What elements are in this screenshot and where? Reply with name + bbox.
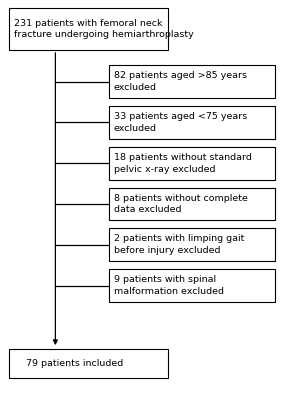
FancyBboxPatch shape	[109, 65, 275, 98]
Text: 18 patients without standard
pelvic x-ray excluded: 18 patients without standard pelvic x-ra…	[114, 153, 251, 174]
Text: 8 patients without complete
data excluded: 8 patients without complete data exclude…	[114, 194, 247, 214]
Text: 33 patients aged <75 years
excluded: 33 patients aged <75 years excluded	[114, 112, 247, 133]
FancyBboxPatch shape	[109, 269, 275, 302]
FancyBboxPatch shape	[9, 8, 168, 50]
Text: 231 patients with femoral neck
fracture undergoing hemiarthroplasty: 231 patients with femoral neck fracture …	[14, 18, 194, 39]
FancyBboxPatch shape	[109, 188, 275, 220]
FancyBboxPatch shape	[9, 349, 168, 378]
Text: 79 patients included: 79 patients included	[26, 359, 123, 368]
FancyBboxPatch shape	[109, 106, 275, 139]
Text: 9 patients with spinal
malformation excluded: 9 patients with spinal malformation excl…	[114, 275, 224, 296]
Text: 2 patients with limping gait
before injury excluded: 2 patients with limping gait before inju…	[114, 234, 244, 255]
FancyBboxPatch shape	[109, 147, 275, 180]
Text: 82 patients aged >85 years
excluded: 82 patients aged >85 years excluded	[114, 71, 247, 92]
FancyBboxPatch shape	[109, 228, 275, 261]
